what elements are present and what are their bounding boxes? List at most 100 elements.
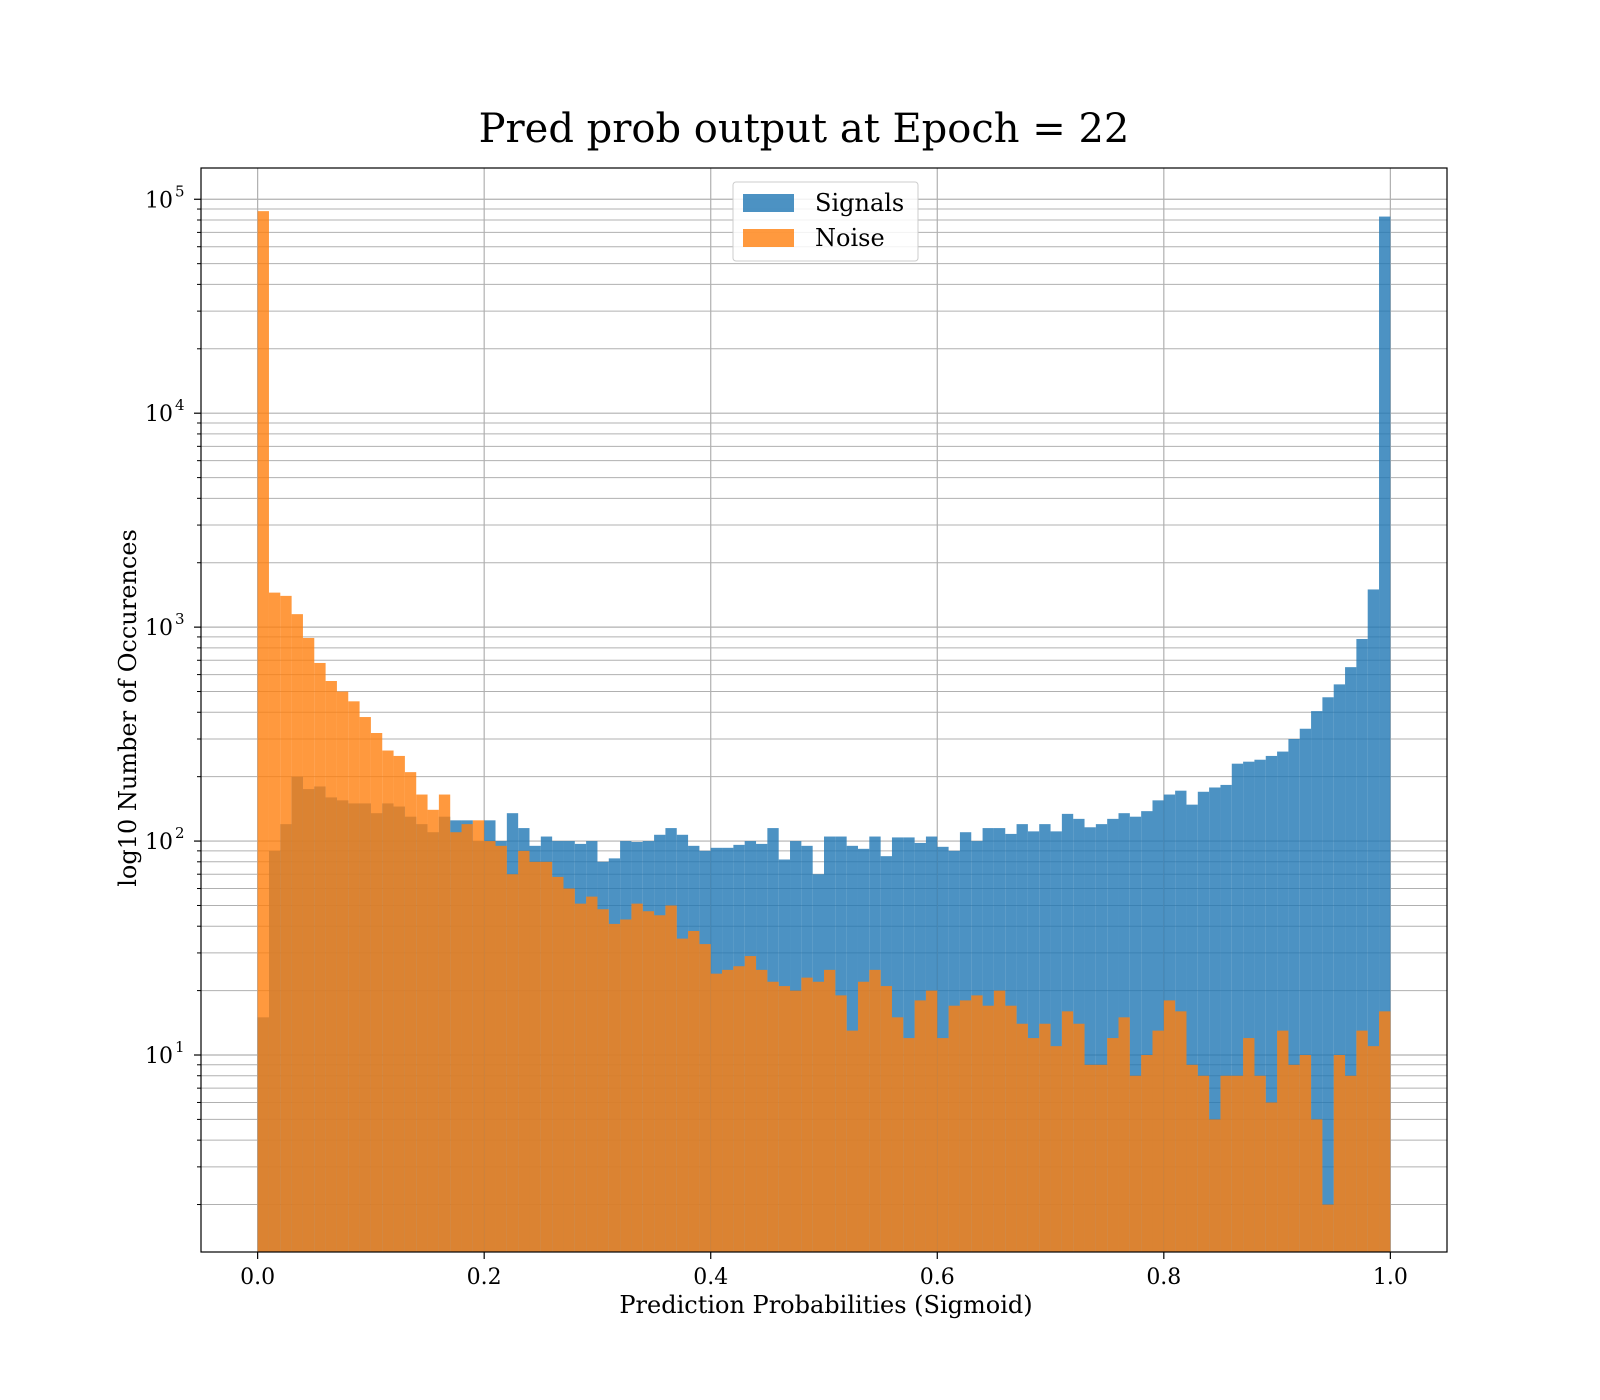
bar-noise: [846, 1030, 858, 1252]
bar-noise: [1322, 1204, 1334, 1252]
bar-noise: [790, 990, 802, 1252]
bar-noise: [1084, 1064, 1096, 1252]
bar-noise: [824, 969, 836, 1252]
bar-noise: [869, 969, 881, 1252]
bar-signals: [1141, 811, 1153, 1252]
bar-noise: [1345, 1075, 1357, 1252]
bar-noise: [608, 923, 621, 1252]
bar-noise: [1186, 1064, 1198, 1252]
bar-noise: [1050, 1046, 1062, 1252]
x-tick-label: 0.2: [467, 1265, 502, 1290]
bar-signals: [1322, 697, 1334, 1252]
bar-noise: [699, 944, 711, 1252]
bar-noise: [1367, 1046, 1380, 1252]
bar-noise: [982, 1005, 994, 1252]
bar-noise: [1107, 1038, 1119, 1252]
bar-noise: [393, 755, 405, 1252]
bar-noise: [767, 981, 779, 1252]
legend-label-noise: Noise: [815, 224, 885, 252]
y-tick-label: 10: [145, 188, 173, 213]
legend: Signals Noise: [732, 181, 919, 262]
bar-noise: [472, 820, 485, 1252]
bar-signals: [1197, 791, 1210, 1252]
bar-signals: [1231, 763, 1244, 1252]
y-tick-label-exponent: 2: [175, 824, 185, 842]
bar-noise: [1356, 1030, 1368, 1252]
legend-swatch-noise: [743, 229, 794, 247]
bar-signals: [1050, 831, 1062, 1252]
bar-noise: [314, 662, 326, 1252]
bar-noise: [903, 1038, 915, 1252]
bar-noise: [993, 990, 1006, 1252]
bar-noise: [1129, 1075, 1142, 1252]
bar-noise: [891, 1017, 904, 1252]
bar-noise: [280, 595, 292, 1252]
bar-noise: [835, 995, 847, 1252]
plot-frame: [200, 167, 1448, 1253]
bar-noise: [1254, 1075, 1266, 1252]
bar-noise: [710, 973, 723, 1252]
bar-noise: [1152, 1030, 1164, 1252]
bar-signals: [1311, 711, 1323, 1252]
bar-noise: [597, 909, 609, 1252]
bar-signals: [1277, 751, 1289, 1252]
bar-noise: [676, 938, 689, 1252]
chart-title: Pred prob output at Epoch = 22: [479, 106, 1130, 152]
bar-noise: [257, 211, 269, 1252]
bar-noise: [450, 832, 462, 1252]
bar-signals: [1152, 800, 1164, 1252]
bar-signals: [1356, 639, 1368, 1252]
bar-noise: [733, 966, 745, 1252]
y-tick-label-exponent: 3: [175, 610, 185, 628]
bar-noise: [1175, 1011, 1187, 1252]
bar-signals: [1084, 827, 1096, 1252]
bar-noise: [359, 717, 371, 1252]
bar-noise: [812, 981, 824, 1252]
bar-noise: [1231, 1075, 1244, 1252]
y-tick-label: 10: [145, 1044, 173, 1069]
bar-noise: [1039, 1023, 1051, 1252]
histogram-bars: [257, 211, 1391, 1252]
x-tick-label: 0.6: [920, 1265, 955, 1290]
bar-noise: [348, 701, 360, 1252]
y-tick-label-exponent: 5: [175, 182, 185, 200]
bar-noise: [1333, 1055, 1346, 1252]
bar-signals: [1333, 684, 1346, 1252]
bar-noise: [1016, 1023, 1028, 1252]
x-tick-label: 0.8: [1146, 1265, 1181, 1290]
bar-signals: [1220, 784, 1232, 1252]
bar-noise: [971, 995, 983, 1252]
bar-signals: [1265, 755, 1278, 1252]
legend-swatch-signals: [743, 194, 794, 212]
bar-noise: [416, 794, 428, 1252]
bar-noise: [382, 750, 394, 1252]
bar-noise: [268, 592, 281, 1252]
bar-noise: [1277, 1030, 1289, 1252]
bar-noise: [665, 905, 677, 1252]
x-tick-label: 0.4: [693, 1265, 728, 1290]
bar-noise: [1209, 1119, 1221, 1252]
bar-noise: [1243, 1038, 1255, 1252]
y-tick-label: 10: [145, 830, 173, 855]
bar-noise: [642, 911, 655, 1252]
bar-noise: [857, 981, 870, 1252]
bar-signals: [1186, 804, 1198, 1252]
bar-noise: [574, 903, 587, 1252]
bar-noise: [1379, 1011, 1391, 1252]
bar-noise: [914, 1000, 926, 1252]
y-tick-label: 10: [145, 402, 173, 427]
bar-noise: [756, 969, 768, 1252]
bar-noise: [1163, 1000, 1176, 1252]
bar-noise: [744, 956, 757, 1252]
bar-noise: [1265, 1102, 1278, 1252]
bar-noise: [654, 915, 666, 1252]
bar-signals: [1299, 728, 1312, 1252]
bar-signals: [1095, 824, 1108, 1252]
bar-noise: [688, 930, 700, 1252]
bar-noise: [404, 772, 417, 1252]
bar-noise: [1118, 1017, 1130, 1252]
bar-signals: [1129, 816, 1142, 1252]
bar-noise: [801, 977, 813, 1252]
